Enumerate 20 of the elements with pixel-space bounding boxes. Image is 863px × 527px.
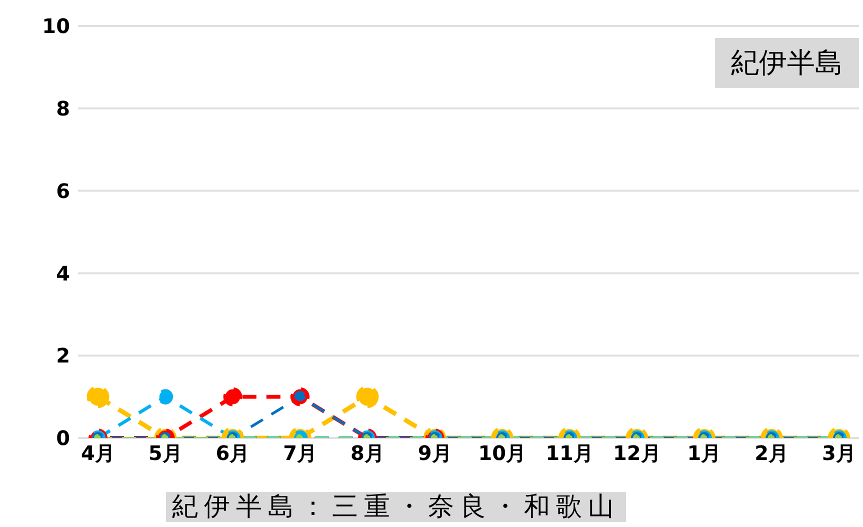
x-tick-label: 11月: [546, 441, 594, 466]
x-tick-label: 7月: [283, 441, 318, 466]
x-tick-label: 2月: [754, 441, 789, 466]
x-tick-label: 3月: [822, 441, 856, 466]
x-tick-label: 4月: [81, 441, 115, 466]
x-tick-label: 12月: [612, 441, 661, 466]
x-tick-label: 5月: [148, 441, 182, 466]
annotation: 紀伊半島: [715, 38, 859, 88]
x-tick-label: 10月: [478, 441, 526, 466]
y-tick-label: 0: [56, 426, 70, 450]
y-tick-label: 4: [56, 261, 70, 286]
y-tick-label: 2: [56, 344, 70, 368]
y-tick-label: 6: [56, 178, 70, 203]
x-tick-label: 8月: [350, 441, 384, 466]
x-tick-label: 1月: [687, 441, 722, 466]
x-tick-label: 6月: [216, 441, 250, 466]
x-tick-label: 9月: [418, 441, 452, 466]
text: 紀伊半島：三重・奈良・和歌山: [166, 492, 626, 522]
y-tick-label: 8: [56, 96, 70, 120]
y-tick-label: 10: [42, 14, 70, 38]
